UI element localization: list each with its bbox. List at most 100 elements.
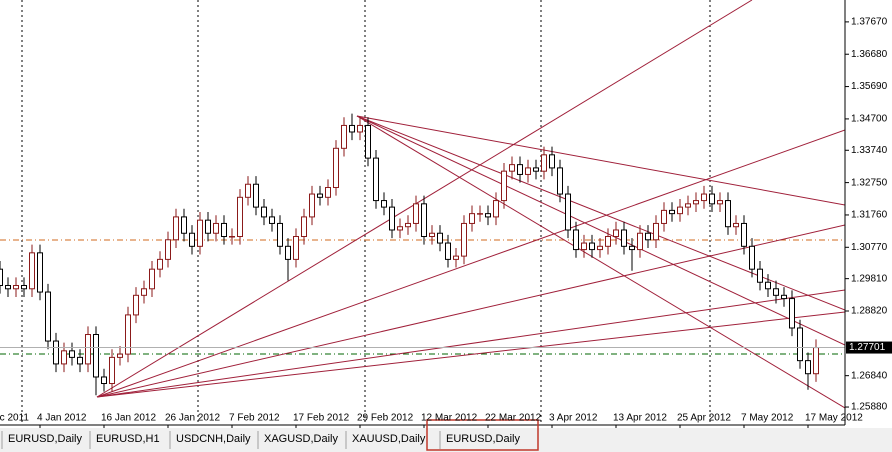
candle-body bbox=[205, 219, 211, 234]
candle-body bbox=[213, 222, 219, 234]
candle-body bbox=[613, 229, 619, 238]
x-tick-label: 13 Apr 2012 bbox=[613, 413, 667, 424]
candle-body bbox=[453, 255, 459, 260]
candle-body bbox=[245, 183, 251, 198]
candle-body bbox=[93, 334, 99, 378]
tab-bar bbox=[0, 428, 892, 452]
candle-body bbox=[109, 356, 115, 385]
candle-body bbox=[509, 164, 515, 172]
candle-body bbox=[541, 154, 547, 172]
candle-body bbox=[101, 376, 107, 385]
candle-body bbox=[781, 294, 787, 300]
candle-body bbox=[733, 222, 739, 228]
candle-body bbox=[421, 203, 427, 238]
fan-line bbox=[356, 115, 845, 409]
candle-body bbox=[597, 245, 603, 251]
fan-line bbox=[96, 289, 845, 398]
candle-body bbox=[429, 232, 435, 238]
current-price-box bbox=[846, 341, 892, 354]
candle-body bbox=[13, 285, 19, 290]
candle-body bbox=[645, 232, 651, 241]
candle-body bbox=[349, 124, 355, 133]
period-separators bbox=[21, 0, 711, 425]
gann-fan bbox=[96, 0, 845, 409]
candle-body bbox=[741, 222, 747, 247]
y-tick-label: 1.26840 bbox=[851, 370, 888, 381]
tab[interactable]: EURUSD,H1 bbox=[89, 431, 160, 449]
candle-body bbox=[669, 209, 675, 215]
candle-body bbox=[21, 285, 27, 290]
candle-body bbox=[381, 200, 387, 208]
x-tick-label: 17 May 2012 bbox=[805, 413, 863, 424]
candle-body bbox=[269, 216, 275, 224]
candle-body bbox=[565, 193, 571, 231]
y-tick-label: 1.32750 bbox=[851, 177, 888, 188]
candle-body bbox=[701, 193, 707, 202]
x-tick-label: 23 Dec 2011 bbox=[0, 413, 29, 424]
candle-body bbox=[397, 226, 403, 231]
candle-body bbox=[117, 353, 123, 358]
candle-body bbox=[181, 216, 187, 234]
candle-body bbox=[813, 347, 819, 375]
candle-body bbox=[301, 216, 307, 238]
candle-body bbox=[197, 219, 203, 247]
fan-line bbox=[96, 224, 845, 398]
candle-body bbox=[45, 291, 51, 342]
x-tick-label: 22 Mar 2012 bbox=[485, 413, 542, 424]
candle-body bbox=[333, 147, 339, 189]
candle-body bbox=[85, 334, 91, 365]
plot-area bbox=[0, 0, 845, 425]
candle-body bbox=[805, 360, 811, 375]
x-tick-label: 25 Apr 2012 bbox=[677, 413, 731, 424]
candle-body bbox=[125, 314, 131, 355]
candle-body bbox=[677, 206, 683, 215]
candle-body bbox=[53, 340, 59, 365]
candle-body bbox=[485, 213, 491, 218]
candle-body bbox=[773, 288, 779, 296]
fan-line bbox=[356, 115, 845, 311]
candle-body bbox=[717, 200, 723, 205]
candle-body bbox=[621, 229, 627, 247]
candle-body bbox=[629, 245, 635, 251]
fan-line bbox=[96, 129, 845, 398]
candle-body bbox=[325, 187, 331, 198]
candle-body bbox=[317, 193, 323, 198]
candle-body bbox=[237, 196, 243, 238]
candle-body bbox=[749, 245, 755, 270]
tab-label: XAGUSD,Daily bbox=[264, 433, 338, 445]
candle-body bbox=[605, 236, 611, 247]
candle-body bbox=[725, 200, 731, 228]
x-tick-label: 17 Feb 2012 bbox=[293, 413, 350, 424]
candle-body bbox=[757, 268, 763, 283]
candle-body bbox=[173, 216, 179, 241]
tab[interactable]: XAUUSD,Daily bbox=[345, 431, 426, 449]
candle-body bbox=[157, 258, 163, 270]
candle-body bbox=[517, 164, 523, 175]
candle-body bbox=[77, 356, 83, 365]
candle-body bbox=[69, 350, 75, 358]
candle-body bbox=[501, 170, 507, 202]
candle-body bbox=[661, 209, 667, 224]
candle-body bbox=[685, 203, 691, 208]
candle-body bbox=[229, 236, 235, 238]
y-tick-label: 1.34700 bbox=[851, 114, 888, 125]
tab[interactable]: EURUSD,Daily bbox=[439, 431, 520, 449]
x-tick-label: 3 Apr 2012 bbox=[549, 413, 598, 424]
candle-body bbox=[797, 327, 803, 362]
tab-label: EURUSD,Daily bbox=[446, 433, 520, 445]
candle-body bbox=[29, 252, 35, 290]
fan-line bbox=[356, 115, 845, 346]
candle-body bbox=[293, 236, 299, 260]
candle-body bbox=[637, 232, 643, 251]
y-tick-label: 1.25880 bbox=[851, 402, 888, 413]
candle-body bbox=[309, 193, 315, 218]
candle-body bbox=[341, 124, 347, 149]
candle-body bbox=[437, 232, 443, 244]
tab-label: XAUUSD,Daily bbox=[352, 433, 426, 445]
candle-body bbox=[461, 222, 467, 257]
tab[interactable]: XAGUSD,Daily bbox=[257, 431, 338, 449]
tab[interactable]: EURUSD,Daily bbox=[1, 431, 82, 449]
tab[interactable]: USDCNH,Daily bbox=[169, 431, 251, 449]
candle-body bbox=[373, 157, 379, 202]
fan-line bbox=[96, 311, 845, 398]
